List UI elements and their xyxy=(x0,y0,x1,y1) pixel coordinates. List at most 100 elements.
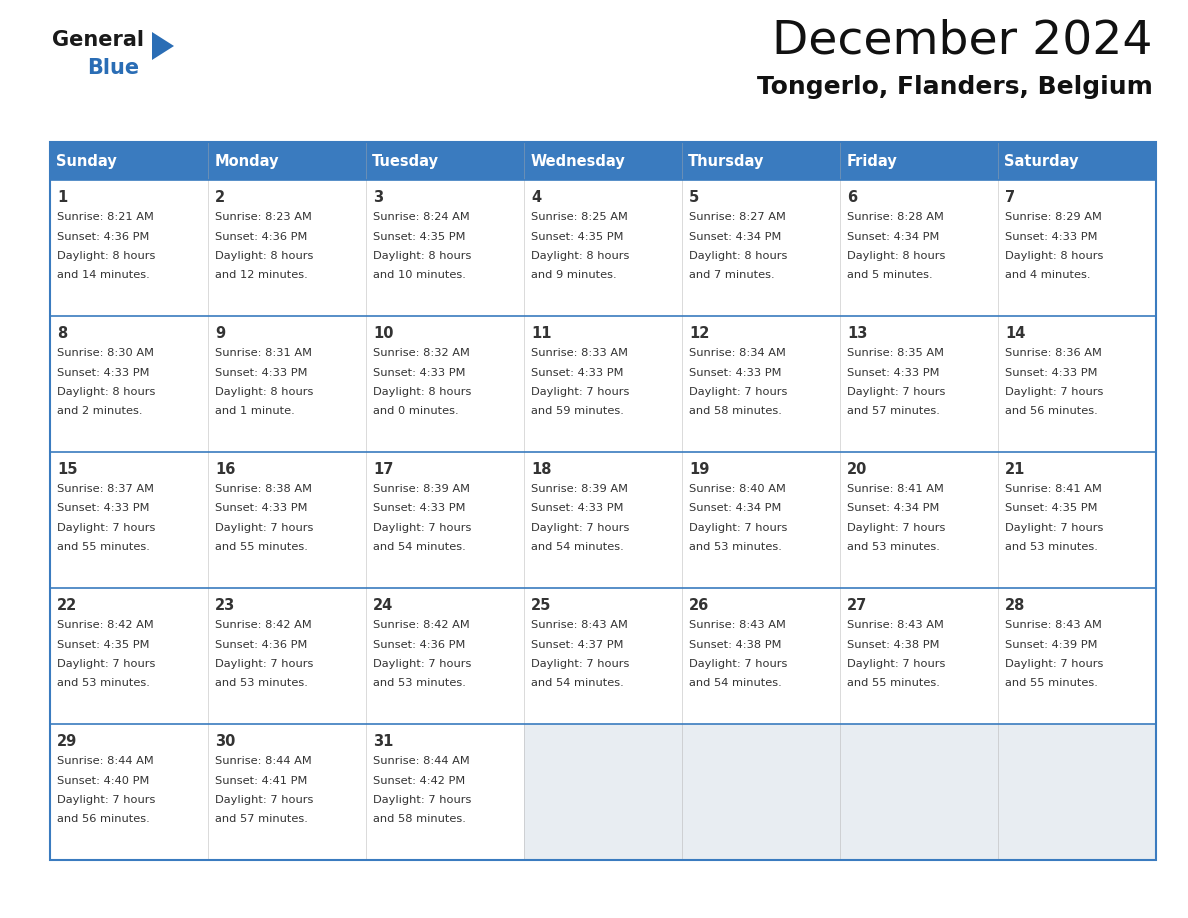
Text: 19: 19 xyxy=(689,462,709,477)
Text: Sunset: 4:35 PM: Sunset: 4:35 PM xyxy=(531,231,624,241)
Text: Sunset: 4:33 PM: Sunset: 4:33 PM xyxy=(215,503,308,513)
Text: and 55 minutes.: and 55 minutes. xyxy=(847,678,940,688)
Text: Thursday: Thursday xyxy=(688,153,765,169)
Text: Sunset: 4:33 PM: Sunset: 4:33 PM xyxy=(1005,367,1098,377)
Text: and 54 minutes.: and 54 minutes. xyxy=(531,543,624,553)
Text: Sunset: 4:33 PM: Sunset: 4:33 PM xyxy=(531,503,624,513)
Text: and 5 minutes.: and 5 minutes. xyxy=(847,271,933,281)
Text: Daylight: 8 hours: Daylight: 8 hours xyxy=(215,387,314,397)
Text: Tongerlo, Flanders, Belgium: Tongerlo, Flanders, Belgium xyxy=(757,75,1154,99)
Text: Daylight: 7 hours: Daylight: 7 hours xyxy=(847,523,946,533)
Text: Daylight: 7 hours: Daylight: 7 hours xyxy=(215,795,314,805)
Text: 1: 1 xyxy=(57,190,68,205)
Text: and 59 minutes.: and 59 minutes. xyxy=(531,407,624,417)
Text: Sunset: 4:34 PM: Sunset: 4:34 PM xyxy=(689,503,782,513)
Text: Sunrise: 8:33 AM: Sunrise: 8:33 AM xyxy=(531,348,628,358)
Text: December 2024: December 2024 xyxy=(772,18,1154,63)
Text: 8: 8 xyxy=(57,326,68,341)
Text: 17: 17 xyxy=(373,462,393,477)
Text: Sunset: 4:33 PM: Sunset: 4:33 PM xyxy=(57,503,150,513)
Text: 31: 31 xyxy=(373,734,393,749)
Text: Daylight: 7 hours: Daylight: 7 hours xyxy=(373,795,472,805)
Text: and 12 minutes.: and 12 minutes. xyxy=(215,271,308,281)
Text: Sunrise: 8:44 AM: Sunrise: 8:44 AM xyxy=(57,756,154,766)
Text: Sunset: 4:34 PM: Sunset: 4:34 PM xyxy=(689,231,782,241)
Text: Daylight: 8 hours: Daylight: 8 hours xyxy=(373,387,472,397)
Text: 15: 15 xyxy=(57,462,77,477)
Text: Sunset: 4:33 PM: Sunset: 4:33 PM xyxy=(847,367,940,377)
Text: 20: 20 xyxy=(847,462,867,477)
Text: Sunrise: 8:43 AM: Sunrise: 8:43 AM xyxy=(689,620,786,630)
Text: 6: 6 xyxy=(847,190,858,205)
Text: Monday: Monday xyxy=(214,153,279,169)
Text: and 53 minutes.: and 53 minutes. xyxy=(373,678,466,688)
Text: Daylight: 8 hours: Daylight: 8 hours xyxy=(847,251,946,261)
Text: and 54 minutes.: and 54 minutes. xyxy=(689,678,782,688)
Bar xyxy=(50,316,1156,452)
Text: Sunrise: 8:23 AM: Sunrise: 8:23 AM xyxy=(215,212,312,222)
Text: 12: 12 xyxy=(689,326,709,341)
Text: and 53 minutes.: and 53 minutes. xyxy=(215,678,308,688)
Text: Sunrise: 8:25 AM: Sunrise: 8:25 AM xyxy=(531,212,628,222)
Text: Daylight: 7 hours: Daylight: 7 hours xyxy=(373,659,472,669)
Text: Sunset: 4:35 PM: Sunset: 4:35 PM xyxy=(57,640,150,650)
Text: Daylight: 7 hours: Daylight: 7 hours xyxy=(57,659,156,669)
Text: Sunrise: 8:29 AM: Sunrise: 8:29 AM xyxy=(1005,212,1102,222)
Text: Sunset: 4:38 PM: Sunset: 4:38 PM xyxy=(689,640,782,650)
Text: 2: 2 xyxy=(215,190,226,205)
Text: Daylight: 7 hours: Daylight: 7 hours xyxy=(57,795,156,805)
Text: Sunrise: 8:37 AM: Sunrise: 8:37 AM xyxy=(57,484,154,494)
Text: 10: 10 xyxy=(373,326,393,341)
Bar xyxy=(682,724,840,860)
Text: Sunrise: 8:24 AM: Sunrise: 8:24 AM xyxy=(373,212,470,222)
Text: and 55 minutes.: and 55 minutes. xyxy=(215,543,308,553)
Text: Sunrise: 8:28 AM: Sunrise: 8:28 AM xyxy=(847,212,944,222)
Text: Sunset: 4:37 PM: Sunset: 4:37 PM xyxy=(531,640,624,650)
Text: Daylight: 7 hours: Daylight: 7 hours xyxy=(373,523,472,533)
Text: 24: 24 xyxy=(373,598,393,613)
Text: 21: 21 xyxy=(1005,462,1025,477)
Text: and 4 minutes.: and 4 minutes. xyxy=(1005,271,1091,281)
Text: Sunset: 4:33 PM: Sunset: 4:33 PM xyxy=(689,367,782,377)
Text: Sunset: 4:36 PM: Sunset: 4:36 PM xyxy=(215,640,308,650)
Polygon shape xyxy=(152,32,173,60)
Bar xyxy=(50,180,1156,316)
Text: Sunrise: 8:43 AM: Sunrise: 8:43 AM xyxy=(847,620,944,630)
Text: Daylight: 7 hours: Daylight: 7 hours xyxy=(531,523,630,533)
Text: Daylight: 8 hours: Daylight: 8 hours xyxy=(531,251,630,261)
Text: Daylight: 8 hours: Daylight: 8 hours xyxy=(373,251,472,261)
Text: 22: 22 xyxy=(57,598,77,613)
Text: Sunset: 4:40 PM: Sunset: 4:40 PM xyxy=(57,776,150,786)
Text: Daylight: 7 hours: Daylight: 7 hours xyxy=(215,659,314,669)
Text: Sunset: 4:33 PM: Sunset: 4:33 PM xyxy=(373,503,466,513)
Text: and 56 minutes.: and 56 minutes. xyxy=(57,814,150,824)
Text: Sunrise: 8:32 AM: Sunrise: 8:32 AM xyxy=(373,348,470,358)
Text: Sunrise: 8:34 AM: Sunrise: 8:34 AM xyxy=(689,348,786,358)
Text: Sunset: 4:36 PM: Sunset: 4:36 PM xyxy=(373,640,466,650)
Text: 29: 29 xyxy=(57,734,77,749)
Text: Daylight: 7 hours: Daylight: 7 hours xyxy=(1005,387,1104,397)
Text: and 53 minutes.: and 53 minutes. xyxy=(57,678,150,688)
Text: and 7 minutes.: and 7 minutes. xyxy=(689,271,775,281)
Text: Sunset: 4:36 PM: Sunset: 4:36 PM xyxy=(215,231,308,241)
Text: Daylight: 7 hours: Daylight: 7 hours xyxy=(531,659,630,669)
Text: and 1 minute.: and 1 minute. xyxy=(215,407,295,417)
Text: 3: 3 xyxy=(373,190,384,205)
Text: 5: 5 xyxy=(689,190,700,205)
Text: Daylight: 7 hours: Daylight: 7 hours xyxy=(847,387,946,397)
Text: Daylight: 8 hours: Daylight: 8 hours xyxy=(1005,251,1104,261)
Text: Daylight: 8 hours: Daylight: 8 hours xyxy=(57,387,156,397)
Text: Sunrise: 8:35 AM: Sunrise: 8:35 AM xyxy=(847,348,944,358)
Text: Sunrise: 8:42 AM: Sunrise: 8:42 AM xyxy=(215,620,312,630)
Text: Sunset: 4:38 PM: Sunset: 4:38 PM xyxy=(847,640,940,650)
Text: Sunset: 4:39 PM: Sunset: 4:39 PM xyxy=(1005,640,1098,650)
Text: Sunset: 4:33 PM: Sunset: 4:33 PM xyxy=(57,367,150,377)
Text: 4: 4 xyxy=(531,190,542,205)
Bar xyxy=(840,724,998,860)
Text: and 14 minutes.: and 14 minutes. xyxy=(57,271,150,281)
Bar xyxy=(50,142,1156,860)
Text: Sunrise: 8:43 AM: Sunrise: 8:43 AM xyxy=(1005,620,1102,630)
Text: Sunrise: 8:41 AM: Sunrise: 8:41 AM xyxy=(847,484,944,494)
Text: 11: 11 xyxy=(531,326,551,341)
Text: Sunrise: 8:39 AM: Sunrise: 8:39 AM xyxy=(373,484,470,494)
